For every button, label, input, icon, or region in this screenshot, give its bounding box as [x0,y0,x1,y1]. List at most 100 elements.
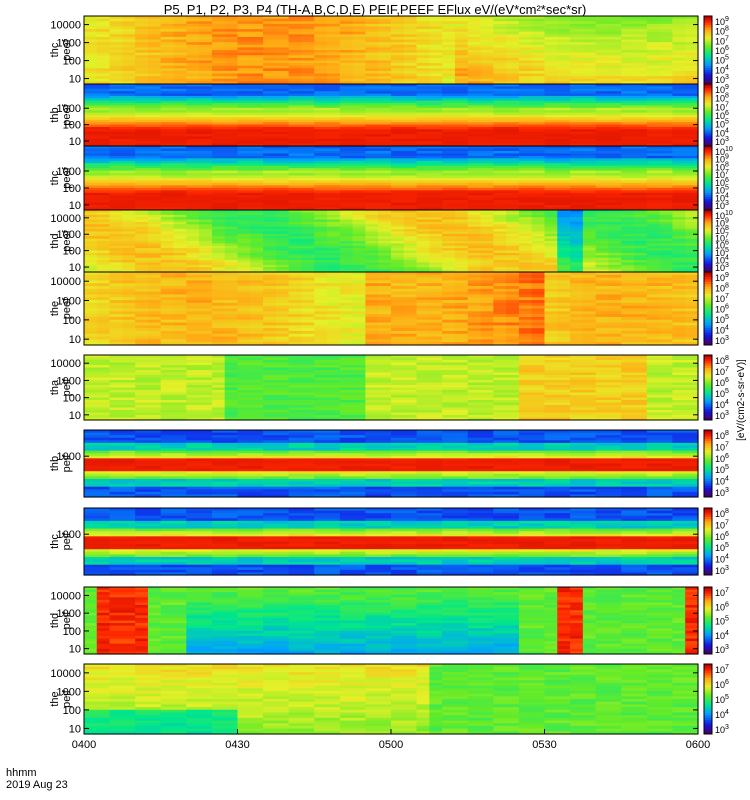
spectrogram-cell [621,131,635,135]
spectrogram-cell [454,175,469,179]
spectrogram-cell [608,150,622,154]
spectrogram-cell [301,224,315,228]
spectrogram-cell [506,170,520,174]
spectrogram-cell [186,168,200,172]
spectrogram-cell [672,195,686,199]
spectrogram-cell [570,170,584,174]
spectrogram-cell [224,233,239,237]
spectrogram-cell [327,207,341,211]
spectrogram-cell [518,39,533,43]
spectrogram-cell [582,252,597,256]
spectrogram-cell [621,93,635,97]
spectrogram-cell [288,16,303,20]
spectrogram-cell [173,23,187,28]
spectrogram-cell [659,155,674,159]
spectrogram-cell [403,178,418,182]
spectrogram-cell [659,39,674,43]
spectrogram-cell [211,241,226,244]
spectrogram-cell [352,42,367,46]
spectrogram-cell [199,214,213,218]
spectrogram-cell [173,107,187,111]
spectrogram-cell [263,18,277,22]
spectrogram-cell [518,255,533,259]
spectrogram-cell [416,173,430,177]
spectrogram-cell [531,200,546,204]
spectrogram-cell [454,257,469,261]
spectrogram-cell [442,16,456,20]
spectrogram-cell [608,88,622,92]
spectrogram-cell [122,112,136,116]
spectrogram-cell [659,200,674,204]
spectrogram-cell [199,238,213,242]
spectrogram-cell [160,238,175,242]
spectrogram-cell [570,158,584,162]
spectrogram-cell [403,245,418,249]
spectrogram-cell [544,91,558,95]
spectrogram-cell [314,260,328,264]
spectrogram-cell [301,260,315,264]
spectrogram-cell [109,192,123,196]
spectrogram-cell [327,39,341,43]
spectrogram-cell [391,219,405,223]
spectrogram-cell [275,112,290,116]
spectrogram-cell [339,86,354,90]
spectrogram-cell [122,88,136,92]
spectrogram-cell [621,16,635,20]
spectrogram-cell [109,148,123,152]
spectrogram-cell [263,173,277,177]
spectrogram-cell [403,86,418,90]
spectrogram-cell [634,200,648,204]
spectrogram-cell [173,195,187,199]
spectrogram-cell [352,84,367,87]
spectrogram-cell [211,60,226,64]
spectrogram-cell [352,150,367,154]
spectrogram-cell [96,233,111,237]
spectrogram-cell [467,68,482,72]
spectrogram-cell [109,26,123,30]
spectrogram-cell [275,88,290,92]
spectrogram-cell [352,103,367,107]
spectrogram-cell [186,226,200,230]
spectrogram-cell [608,110,622,114]
spectrogram-cell [275,146,290,150]
spectrogram-cell [391,78,405,82]
spectrogram-cell [199,233,213,237]
spectrogram-cell [493,134,507,138]
spectrogram-cell [122,175,136,179]
spectrogram-cell [186,212,200,216]
spectrogram-cell [173,78,187,82]
spectrogram-cell [429,34,443,38]
spectrogram-cell [403,197,418,201]
spectrogram-cell [135,34,149,38]
spectrogram-cell [301,173,315,177]
spectrogram-cell [147,207,162,211]
spectrogram-cell [327,122,341,126]
spectrogram-cell [672,18,686,22]
spectrogram-cell [365,68,379,72]
spectrogram-cell [531,107,546,111]
spectrogram-cell [237,126,251,130]
spectrogram-cell [352,200,367,204]
spectrogram-cell [659,115,674,118]
spectrogram-cell [582,119,597,123]
spectrogram-cell [634,178,648,182]
spectrogram-cell [391,173,405,177]
spectrogram-cell [327,65,341,69]
spectrogram-cell [391,44,405,48]
spectrogram-cell [275,107,290,111]
spectrogram-cell [301,195,315,199]
spectrogram-cell [122,107,136,111]
spectrogram-cell [544,16,558,20]
spectrogram-cell [237,34,251,38]
colorbar-step [704,143,712,147]
spectrogram-cell [518,175,533,179]
spectrogram-cell [403,112,418,116]
spectrogram-cell [96,52,111,56]
spectrogram-cell [531,63,546,67]
spectrogram-cell [327,57,341,62]
spectrogram-cell [531,65,546,69]
spectrogram-cell [672,57,686,62]
spectrogram-cell [224,248,239,252]
spectrogram-cell [378,57,392,62]
spectrogram-cell [314,192,328,196]
